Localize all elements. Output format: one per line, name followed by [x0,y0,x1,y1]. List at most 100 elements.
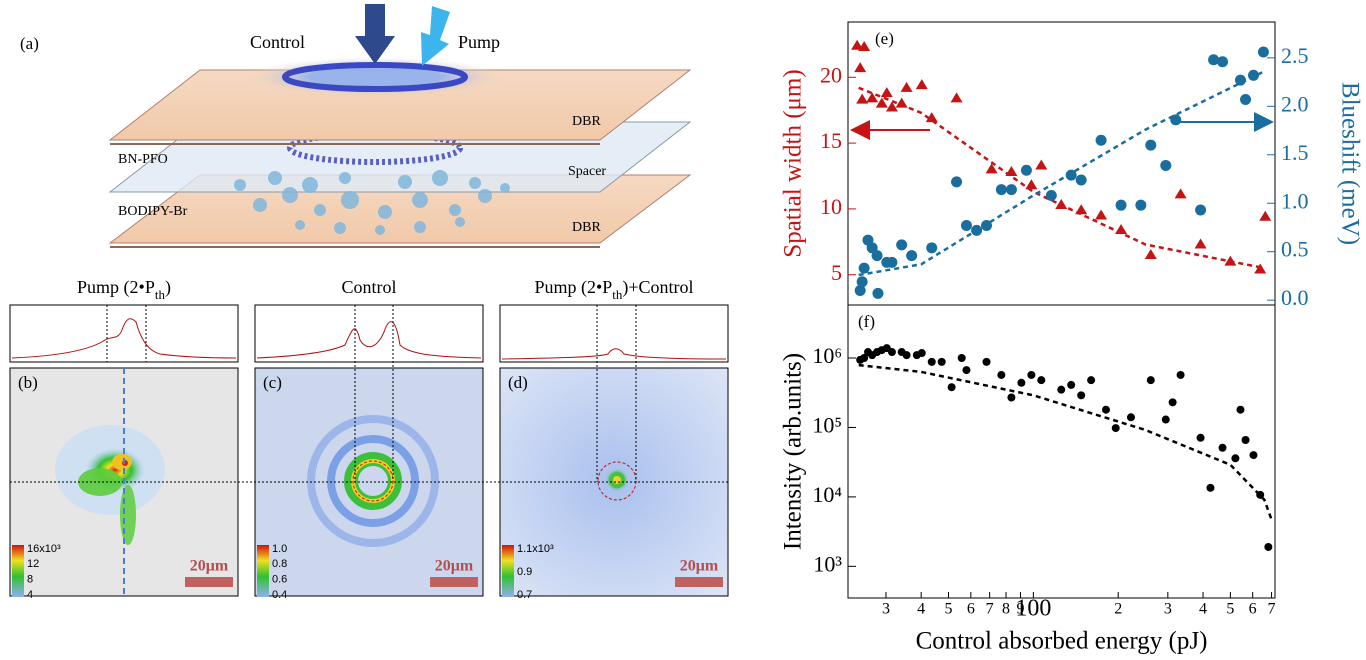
x-tick-label: 6 [1249,601,1257,618]
point [1169,398,1177,406]
x-tick-label: 7 [1268,601,1276,618]
point [1135,200,1146,211]
y2-tick-label: 2.5 [1281,43,1309,68]
colorbar-label: 4 [27,589,33,601]
y2-tick-label: 1.5 [1281,140,1309,165]
y-tick-label: 10⁵ [812,413,842,438]
y2-axis-label: Blueshift (meV) [1336,82,1363,245]
point [886,257,897,268]
point [1264,543,1272,551]
x-tick-label: 2 [1114,601,1122,618]
triangle-point [916,79,928,89]
point [997,371,1005,379]
triangle-point [1025,179,1037,189]
point [962,366,970,374]
panel-label: (e) [875,29,894,48]
point [1127,413,1135,421]
y-tick-label: 10 [820,194,842,219]
triangle-point [951,92,963,102]
point [1231,454,1239,462]
point [1236,406,1244,414]
colorbar-label: 12 [27,558,39,570]
point [1057,386,1065,394]
point [1076,174,1087,185]
x-tick-label: 6 [967,601,975,618]
triangle-point [1259,211,1271,221]
colorbar-label: 0.8 [272,558,287,570]
y-tick-label: 10³ [813,551,842,576]
plot-frame [848,305,1275,598]
point [1021,165,1032,176]
point [1162,416,1170,424]
point [906,250,917,261]
title-part: Control [341,277,396,297]
x-axis-label: Control absorbed energy (pJ) [916,628,1208,655]
panel-label: (b) [18,373,38,392]
panel-title: Control [341,277,396,297]
point [1242,436,1250,444]
layer-label: Spacer [568,164,606,179]
point [1037,376,1045,384]
point [1195,205,1206,216]
triangle-point [881,87,893,97]
point [1177,371,1185,379]
colorbar-label: 8 [27,574,33,586]
point [896,239,907,250]
y-tick-label: 15 [820,128,842,153]
point [961,220,972,231]
colorbar-label: 0.6 [272,574,287,586]
panel-label: (f) [858,312,875,331]
schematic [110,4,690,247]
y2-tick-label: 2.0 [1281,91,1309,116]
point [872,250,883,261]
triangle-point [1145,249,1157,259]
layer-label: DBR [572,220,601,235]
x-tick-label: 5 [944,601,952,618]
x-tick-label: 5 [1226,601,1234,618]
y2-tick-label: 1.0 [1281,188,1309,213]
title-part: )+Control [622,277,693,298]
y-tick-label: 10⁶ [812,343,842,368]
figure: (a) Control Pump DBR BN-PFO Spacer BODIP… [0,0,1366,660]
point [1102,406,1110,414]
point [857,276,868,287]
label-pump: Pump [458,32,500,52]
x-tick-label: 7 [986,601,994,618]
triangle-point [901,82,913,92]
point [903,351,911,359]
point [1160,160,1171,171]
point [1077,391,1085,399]
point [1116,200,1127,211]
point [872,288,883,299]
y-axis-label: Spatial width (μm) [780,69,807,257]
y-tick-label: 20 [820,62,842,87]
title-part: ) [165,277,171,298]
colorbar-label: 1.0 [272,543,287,555]
scale-bar-label: 20μm [190,558,229,575]
point [1006,184,1017,195]
scale-bar-label: 20μm [435,558,474,575]
title-part: th [612,287,623,302]
point [996,184,1007,195]
point [1240,94,1251,105]
point [928,358,936,366]
point [948,383,956,391]
images [10,305,728,597]
triangle-point [986,163,998,173]
point [918,349,926,357]
title-part: th [155,287,166,302]
point [1096,135,1107,146]
triangle-point [1195,238,1207,248]
colorbar-label: 1.1x10³ [517,543,554,555]
x-tick-label: 100 [1015,596,1051,622]
point [1087,376,1095,384]
x-tick-label: 4 [1199,601,1207,618]
panel-label: (a) [20,34,39,53]
x-tick-label: 3 [1164,601,1172,618]
title-part: Pump (2•P [77,277,155,298]
layer-label: BN-PFO [118,152,168,167]
point [1217,56,1228,67]
y2-tick-label: 0.5 [1281,237,1309,262]
point [951,176,962,187]
